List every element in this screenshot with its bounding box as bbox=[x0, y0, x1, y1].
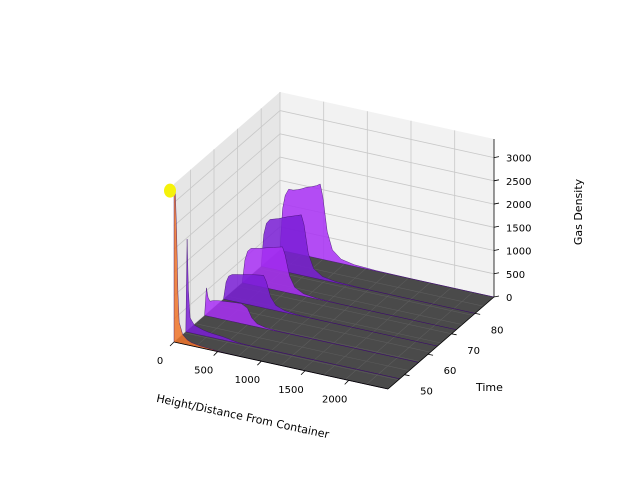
x-tick-label: 500 bbox=[194, 366, 213, 377]
z-tick-label: 0 bbox=[506, 293, 512, 304]
x-axis-label: Height/Distance From Container bbox=[155, 392, 330, 441]
x-tick bbox=[300, 370, 306, 376]
x-axis-line bbox=[173, 341, 389, 390]
floor-mesh-line bbox=[366, 292, 473, 385]
floor-mesh-line bbox=[237, 286, 452, 335]
y-tick bbox=[404, 374, 410, 377]
x-tick-label: 1500 bbox=[278, 385, 303, 396]
x-tick-label: 0 bbox=[157, 356, 163, 367]
y-tick bbox=[427, 353, 434, 356]
y-tick-label: 70 bbox=[467, 346, 480, 357]
y-tick bbox=[475, 312, 481, 315]
z-tick bbox=[493, 179, 500, 182]
z-tick-label: 500 bbox=[506, 270, 525, 281]
floor-mesh-line bbox=[302, 277, 409, 371]
z-gridline bbox=[173, 156, 495, 250]
y-tick-label: 60 bbox=[444, 366, 457, 377]
z-tick bbox=[493, 225, 500, 228]
x-tick bbox=[213, 351, 218, 356]
floor-mesh-line bbox=[323, 282, 430, 376]
y-tick-label: 80 bbox=[491, 325, 504, 336]
y-axis-line bbox=[387, 296, 495, 390]
z-tick bbox=[493, 156, 500, 158]
y-axis-label: Time bbox=[475, 381, 503, 394]
z-tick-label: 2000 bbox=[506, 200, 531, 211]
y-tick bbox=[451, 333, 457, 336]
z-gridline bbox=[173, 179, 495, 273]
x-tick-label: 2000 bbox=[322, 394, 347, 405]
x-tick bbox=[169, 341, 175, 347]
z-axis-label: Gas Density bbox=[572, 178, 585, 245]
z-gridline bbox=[173, 203, 495, 296]
left-pane bbox=[174, 92, 280, 342]
back-pane bbox=[280, 92, 494, 297]
surface-peak bbox=[164, 183, 176, 198]
y-tick-label: 50 bbox=[420, 387, 433, 398]
chart-axes: 0 500 1000 1500 2000 50 60 70 80 0 500 1000 1500 2000… bbox=[157, 139, 531, 405]
z-gridline bbox=[173, 110, 495, 203]
z-tick-label: 1500 bbox=[506, 223, 531, 234]
z-tick-label: 2500 bbox=[506, 177, 531, 188]
x-tick-label: 1000 bbox=[235, 375, 260, 386]
z-tick bbox=[493, 295, 500, 298]
z-tick-label: 1000 bbox=[506, 247, 531, 258]
x-tick bbox=[257, 360, 262, 366]
z-tick bbox=[493, 202, 500, 205]
z-tick bbox=[493, 249, 500, 251]
z-tick bbox=[493, 272, 500, 275]
floor-mesh-line bbox=[258, 268, 473, 316]
floor-mesh-line bbox=[345, 287, 452, 380]
z-tick-label: 3000 bbox=[506, 154, 531, 165]
z-gridline bbox=[173, 133, 495, 227]
x-tick bbox=[344, 380, 349, 385]
